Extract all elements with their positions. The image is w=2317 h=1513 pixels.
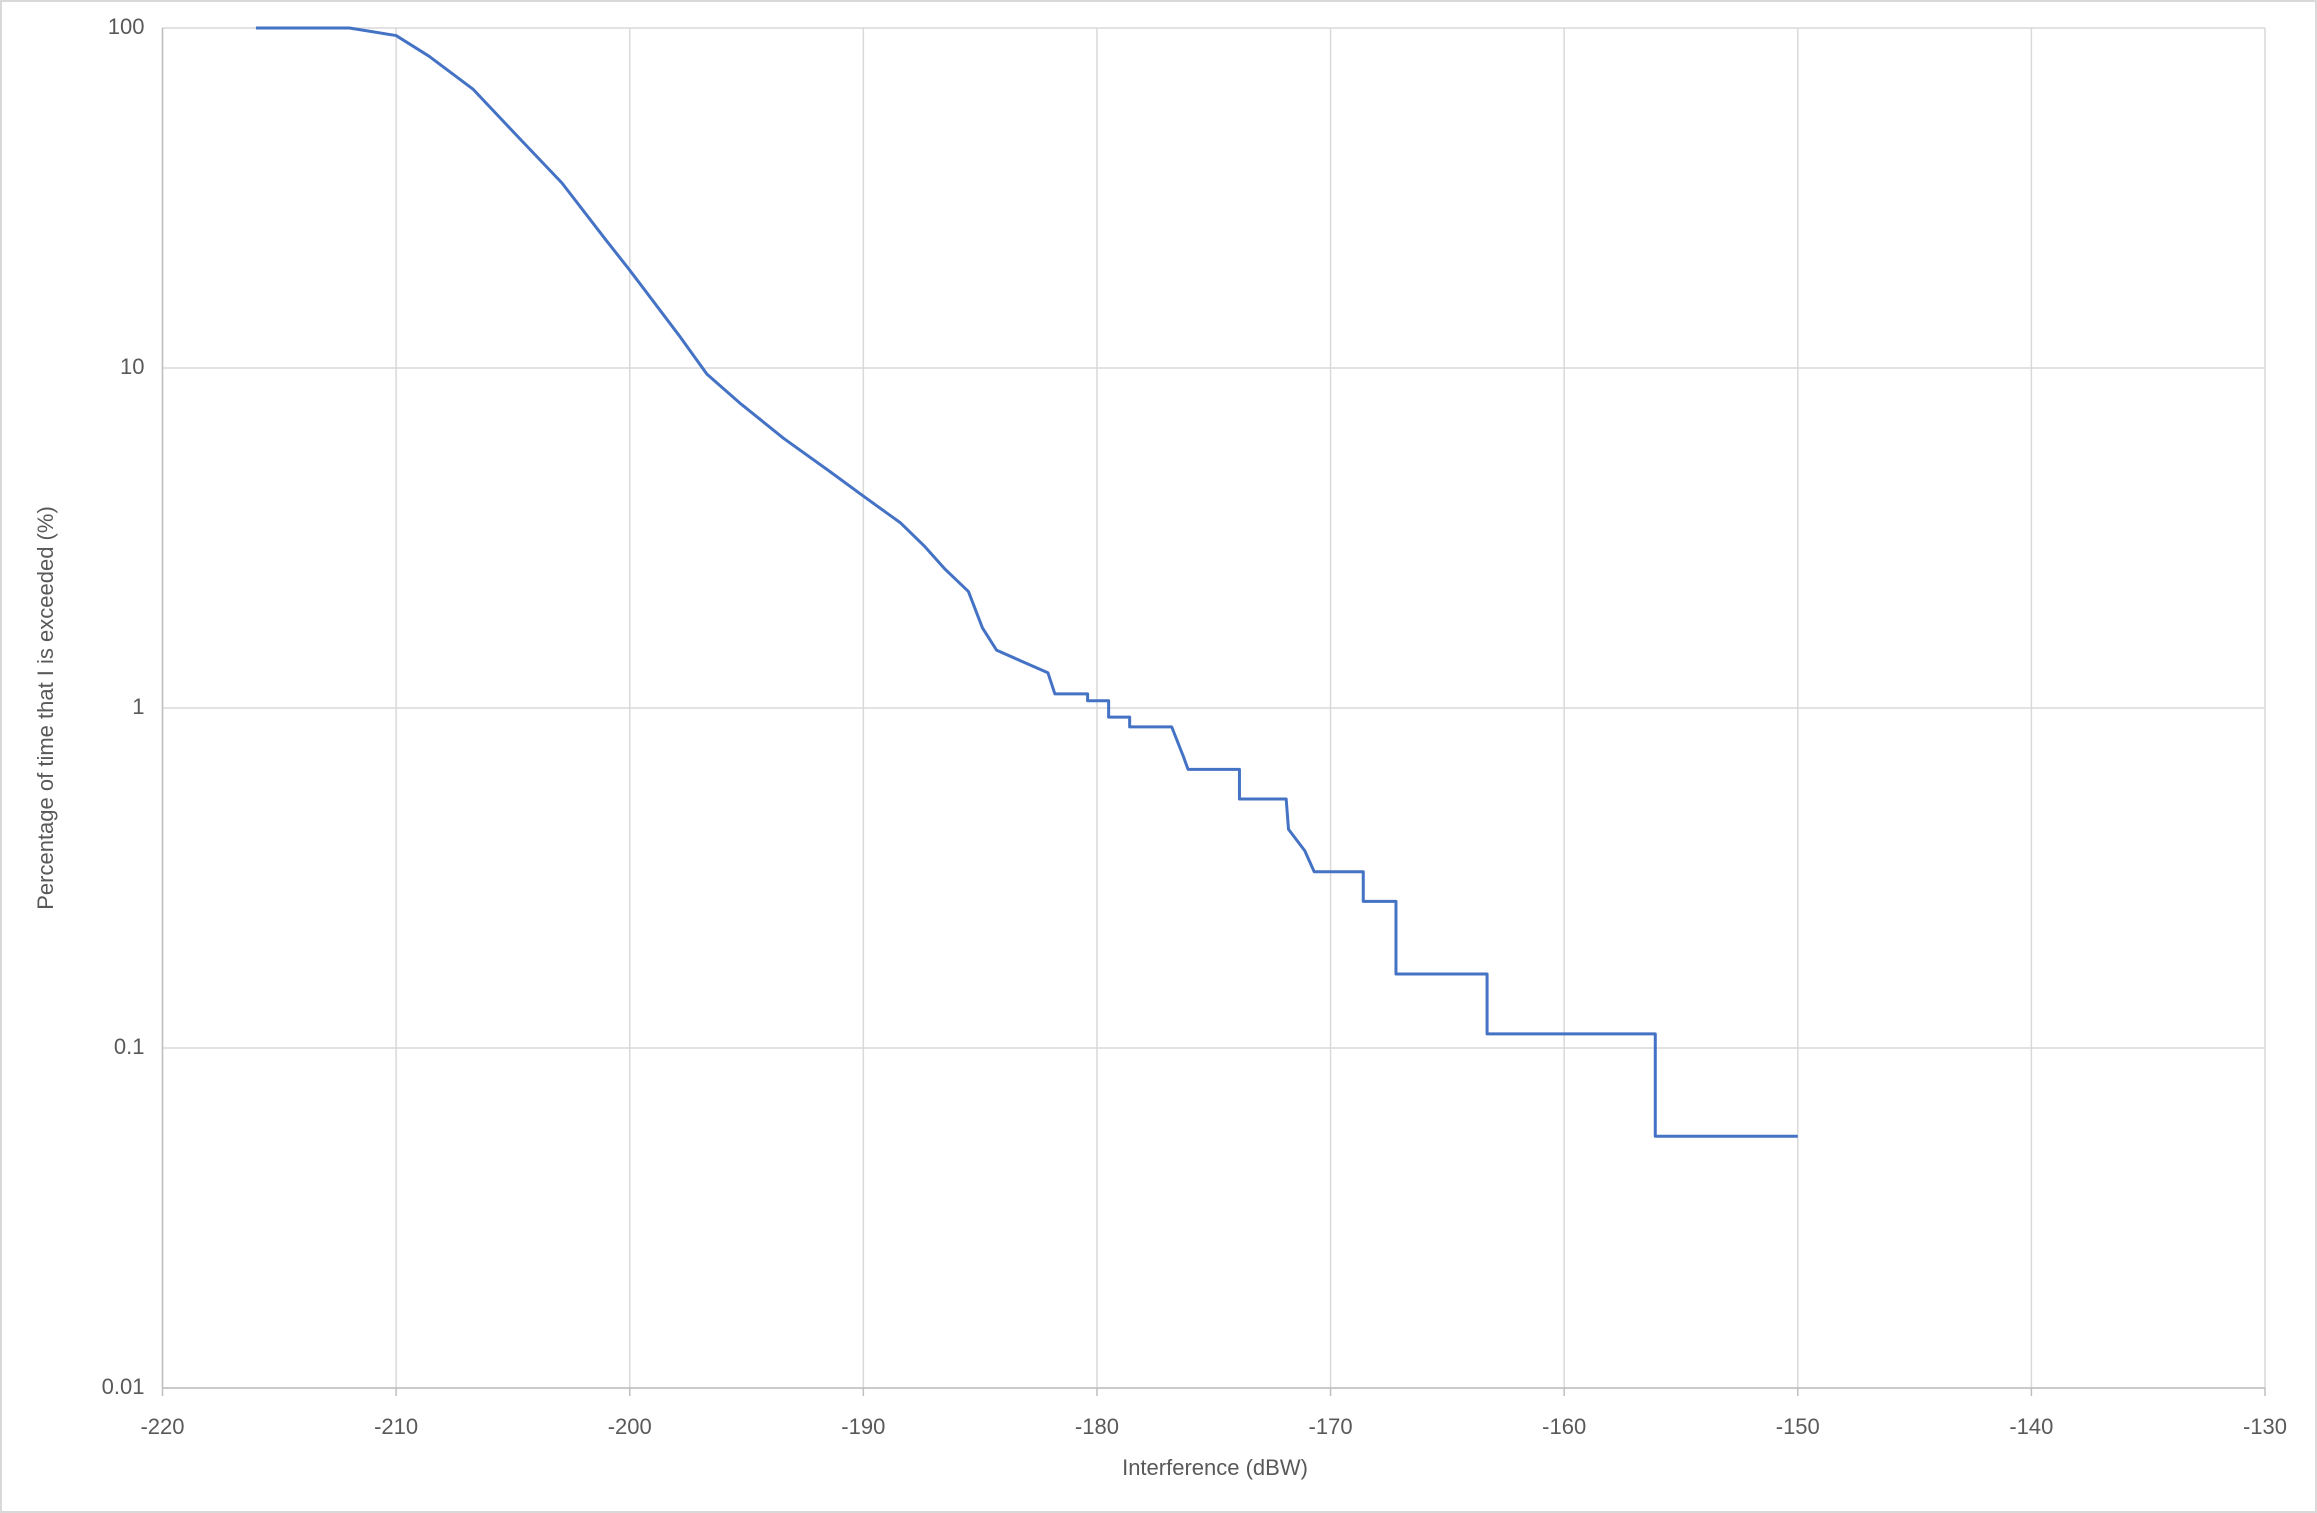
y-tick-label: 0.1 (114, 1034, 145, 1059)
y-tick-label: 100 (108, 14, 145, 39)
x-tick-label: -130 (2243, 1414, 2287, 1439)
series-line (255, 26, 1798, 1138)
x-tick-label: -160 (1542, 1414, 1586, 1439)
y-tick-label: 0.01 (102, 1374, 145, 1399)
x-tick-label: -190 (841, 1414, 885, 1439)
x-tick-label: -220 (140, 1414, 184, 1439)
x-axis-label: Interference (dBW) (1122, 1455, 1308, 1480)
y-tick-label: 10 (120, 354, 144, 379)
y-tick-label: 1 (132, 694, 144, 719)
x-tick-label: -200 (608, 1414, 652, 1439)
x-tick-label: -210 (374, 1414, 418, 1439)
x-tick-label: -150 (1776, 1414, 1820, 1439)
y-axis-label: Percentage of time that I is exceeded (%… (33, 506, 58, 910)
x-tick-label: -180 (1075, 1414, 1119, 1439)
x-tick-label: -170 (1309, 1414, 1353, 1439)
x-tick-label: -140 (2009, 1414, 2053, 1439)
